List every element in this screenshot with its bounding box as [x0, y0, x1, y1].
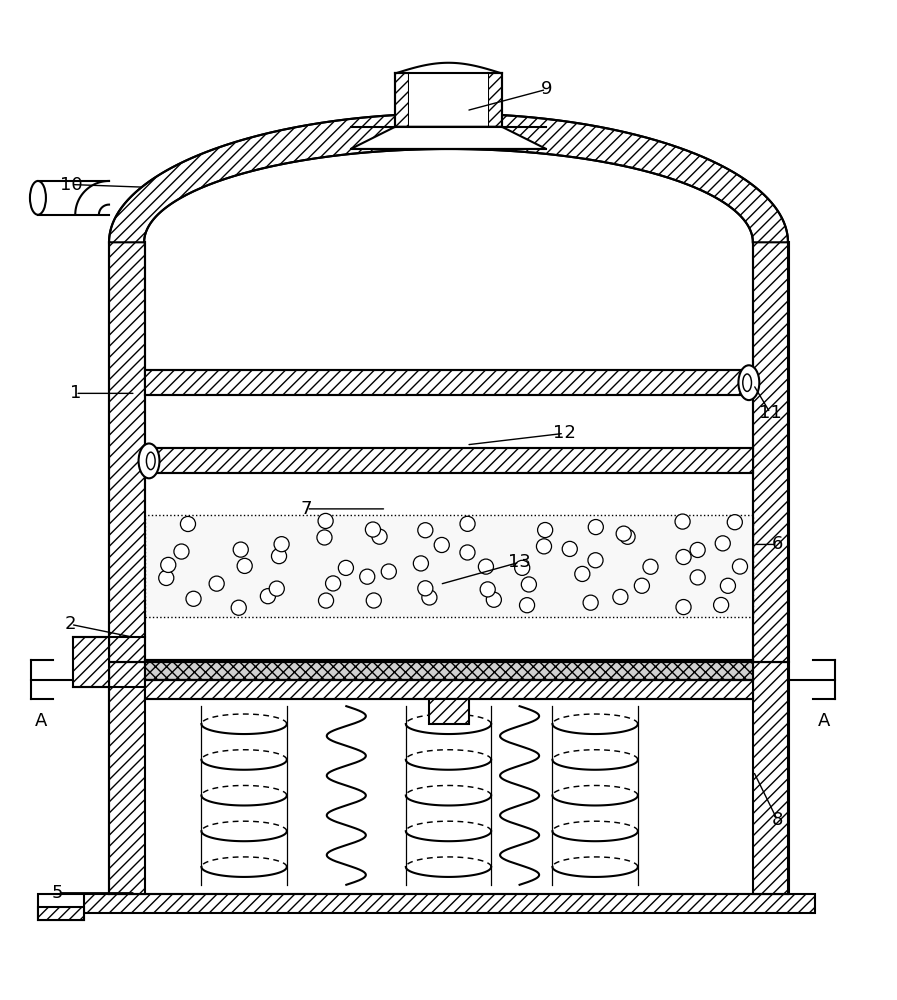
Polygon shape	[109, 113, 788, 242]
Bar	[109, 662, 144, 894]
Circle shape	[521, 577, 536, 592]
Text: 9: 9	[541, 80, 552, 98]
Bar	[429, 699, 469, 724]
Bar	[409, 73, 488, 127]
Text: A: A	[35, 712, 48, 730]
Circle shape	[676, 600, 691, 615]
Circle shape	[381, 564, 396, 579]
Circle shape	[675, 514, 690, 529]
Ellipse shape	[138, 443, 160, 478]
Circle shape	[209, 576, 224, 591]
Text: 8: 8	[771, 811, 783, 829]
Circle shape	[562, 541, 578, 556]
Circle shape	[418, 581, 433, 596]
Circle shape	[537, 522, 553, 538]
Circle shape	[620, 529, 635, 544]
Bar	[144, 448, 753, 473]
Bar	[38, 907, 84, 920]
Text: 11: 11	[759, 404, 781, 422]
Circle shape	[326, 576, 341, 591]
Circle shape	[715, 536, 730, 551]
Circle shape	[690, 570, 705, 585]
Circle shape	[690, 542, 705, 558]
Bar	[488, 73, 501, 127]
Circle shape	[486, 592, 501, 607]
Bar	[753, 242, 788, 662]
Circle shape	[714, 597, 728, 613]
Circle shape	[515, 560, 530, 575]
Circle shape	[233, 542, 248, 557]
Ellipse shape	[30, 181, 46, 215]
Circle shape	[422, 590, 437, 605]
Circle shape	[418, 523, 433, 538]
Circle shape	[720, 578, 736, 593]
Bar	[83, 894, 814, 913]
Polygon shape	[351, 127, 546, 149]
Circle shape	[237, 558, 252, 573]
Circle shape	[360, 569, 375, 584]
Circle shape	[588, 553, 603, 568]
Circle shape	[727, 515, 743, 530]
Circle shape	[613, 589, 628, 604]
Circle shape	[372, 529, 388, 544]
Circle shape	[161, 557, 176, 572]
Text: 7: 7	[300, 500, 312, 518]
Bar	[753, 662, 788, 894]
Circle shape	[733, 559, 747, 574]
Ellipse shape	[146, 452, 155, 470]
Bar	[144, 660, 753, 680]
Text: A: A	[818, 712, 831, 730]
Text: 12: 12	[553, 424, 576, 442]
Bar	[144, 515, 753, 617]
Circle shape	[460, 545, 475, 560]
Bar	[396, 73, 409, 127]
Circle shape	[643, 559, 658, 574]
Circle shape	[583, 595, 598, 610]
Circle shape	[536, 539, 552, 554]
Bar	[74, 637, 109, 687]
Circle shape	[260, 589, 275, 604]
Bar	[109, 242, 144, 662]
Circle shape	[575, 566, 590, 581]
Circle shape	[588, 520, 604, 535]
Circle shape	[414, 556, 429, 571]
Circle shape	[616, 526, 631, 541]
Circle shape	[365, 522, 380, 537]
Text: 6: 6	[771, 535, 783, 553]
Circle shape	[460, 516, 475, 531]
Circle shape	[478, 559, 493, 574]
Bar	[144, 680, 753, 699]
Ellipse shape	[743, 374, 752, 391]
Text: 2: 2	[65, 615, 76, 633]
Circle shape	[272, 549, 286, 564]
Circle shape	[269, 581, 284, 596]
Circle shape	[434, 537, 449, 553]
Circle shape	[676, 549, 691, 565]
Circle shape	[180, 516, 196, 532]
Circle shape	[318, 593, 334, 608]
Circle shape	[318, 513, 333, 529]
Circle shape	[480, 582, 495, 597]
Text: 10: 10	[59, 176, 83, 194]
Text: 5: 5	[52, 884, 63, 902]
Circle shape	[231, 600, 247, 615]
Circle shape	[317, 530, 332, 545]
Text: 13: 13	[509, 553, 531, 571]
Bar	[38, 894, 84, 920]
Ellipse shape	[738, 365, 760, 400]
Circle shape	[366, 593, 381, 608]
Circle shape	[174, 544, 189, 559]
Text: 1: 1	[70, 384, 81, 402]
Circle shape	[634, 578, 649, 593]
Circle shape	[274, 537, 289, 552]
Circle shape	[186, 591, 201, 606]
Circle shape	[338, 560, 353, 575]
Circle shape	[159, 570, 174, 586]
Bar	[144, 370, 753, 395]
Circle shape	[519, 598, 535, 613]
